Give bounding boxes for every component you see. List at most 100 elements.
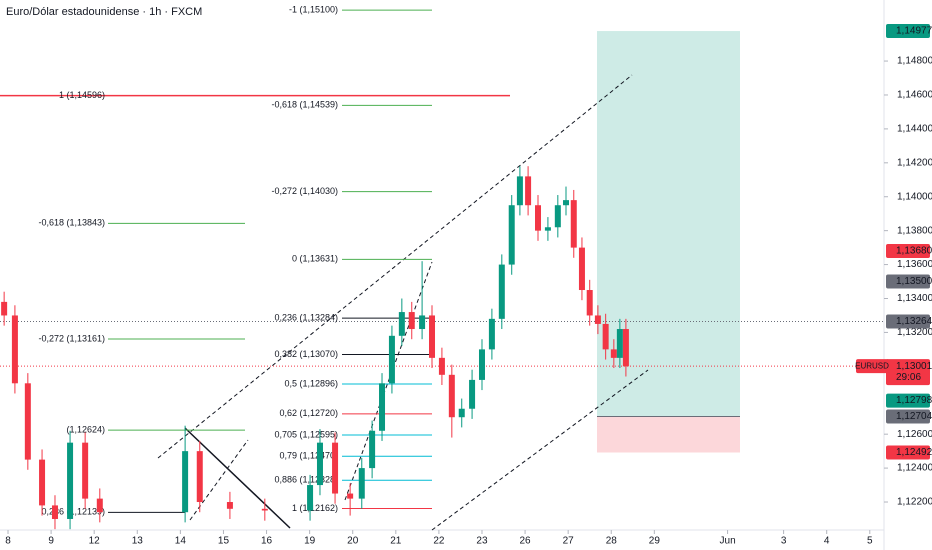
y-tick-label: 1,12200 bbox=[897, 497, 932, 508]
candle-body bbox=[622, 329, 629, 367]
x-tick-label: 13 bbox=[132, 536, 144, 547]
channel-line bbox=[344, 261, 433, 501]
x-tick-label: 3 bbox=[781, 536, 787, 547]
fib-label: -0,618 (1,14539) bbox=[271, 100, 338, 110]
trend-line bbox=[184, 427, 291, 529]
candle-body bbox=[498, 264, 505, 319]
candle-body bbox=[332, 442, 339, 494]
x-tick-label: 27 bbox=[563, 536, 575, 547]
countdown: 29:06 bbox=[896, 372, 921, 383]
candle-body bbox=[544, 227, 551, 231]
price-badge bbox=[886, 359, 930, 386]
take-profit-zone bbox=[597, 31, 740, 417]
candle-body bbox=[488, 318, 495, 350]
fib-label: 0,705 (1,12595) bbox=[274, 429, 338, 439]
fib-label: 0,5 (1,12896) bbox=[284, 378, 338, 388]
candle-body bbox=[448, 374, 455, 418]
candle-body bbox=[594, 315, 601, 324]
y-tick-label: 1,13400 bbox=[897, 293, 932, 304]
candle-body bbox=[11, 315, 18, 384]
candle-body bbox=[82, 442, 89, 499]
candle-body bbox=[398, 312, 405, 336]
candle-body bbox=[586, 290, 593, 316]
candle-body bbox=[316, 442, 323, 486]
x-tick-label: 29 bbox=[649, 536, 661, 547]
x-tick-label: 28 bbox=[606, 536, 618, 547]
price-badge bbox=[886, 445, 930, 460]
x-tick-label: Jun bbox=[720, 536, 736, 547]
x-tick-label: 22 bbox=[433, 536, 445, 547]
candle-body bbox=[602, 323, 609, 350]
candle-body bbox=[196, 451, 203, 503]
candle-body bbox=[67, 442, 74, 519]
x-tick-label: 23 bbox=[476, 536, 488, 547]
x-tick-label: 20 bbox=[347, 536, 359, 547]
candle-body bbox=[570, 200, 577, 248]
x-tick-label: 4 bbox=[824, 536, 830, 547]
fib-label: 1 (1,12162) bbox=[292, 503, 338, 513]
y-tick-label: 1,14600 bbox=[897, 90, 932, 101]
candle-body bbox=[508, 205, 515, 265]
price-badge-label: 1,12798 bbox=[896, 395, 932, 406]
x-tick-label: 9 bbox=[48, 536, 54, 547]
candle-body bbox=[478, 349, 485, 380]
candle-body bbox=[408, 312, 415, 330]
symbol-tag-label: EURUSD bbox=[855, 361, 889, 370]
y-tick-label: 1,14400 bbox=[897, 124, 932, 135]
y-tick-label: 1,12600 bbox=[897, 429, 932, 440]
fib-label: -1 (1,15100) bbox=[289, 5, 338, 15]
candle-body bbox=[379, 383, 386, 431]
x-tick-label: 5 bbox=[867, 536, 873, 547]
chart-title: Euro/Dólar estadounidense · 1h · FXCM bbox=[6, 6, 202, 18]
x-tick-label: 19 bbox=[304, 536, 316, 547]
fib-label: 0,62 (1,12720) bbox=[279, 408, 338, 418]
x-tick-label: 26 bbox=[520, 536, 532, 547]
y-tick-label: 1,13800 bbox=[897, 225, 932, 236]
fib-label: 0,236 (1,13284) bbox=[274, 313, 338, 323]
candle-body bbox=[429, 315, 436, 358]
candle-body bbox=[96, 498, 103, 513]
x-tick-label: 16 bbox=[261, 536, 273, 547]
candle-body bbox=[610, 349, 617, 358]
x-tick-label: 8 bbox=[5, 536, 11, 547]
price-badge bbox=[886, 274, 930, 289]
candle-body bbox=[39, 459, 46, 506]
fib-label: (1,12624) bbox=[66, 424, 105, 434]
candle-body bbox=[388, 335, 395, 384]
x-tick-label: 14 bbox=[175, 536, 187, 547]
y-tick-label: 1,14200 bbox=[897, 157, 932, 168]
fib-label: 0,236 (1,12139) bbox=[41, 507, 105, 517]
candle-body bbox=[438, 357, 445, 375]
candle-body bbox=[261, 508, 268, 511]
stop-loss-zone bbox=[597, 416, 740, 453]
y-tick-label: 1,14000 bbox=[897, 191, 932, 202]
candle-body bbox=[369, 430, 376, 469]
candle-body bbox=[307, 485, 314, 511]
price-badge-label: 1,13001 bbox=[896, 361, 932, 372]
candle-body bbox=[419, 315, 426, 330]
candle-body bbox=[578, 247, 585, 291]
candle-body bbox=[535, 205, 542, 231]
x-tick-label: 12 bbox=[89, 536, 101, 547]
y-tick-label: 1,12400 bbox=[897, 463, 932, 474]
candle-body bbox=[458, 408, 465, 418]
price-badge bbox=[886, 24, 930, 39]
price-badge-label: 1,13500 bbox=[896, 276, 932, 287]
price-badge-label: 1,12704 bbox=[896, 411, 932, 422]
candle-body bbox=[563, 200, 570, 206]
price-badge-label: 1,13680 bbox=[896, 246, 932, 257]
price-badge-label: 1,14977 bbox=[896, 26, 932, 37]
fib-label: 0,382 (1,13070) bbox=[274, 349, 338, 359]
price-badge bbox=[886, 314, 930, 329]
candle-body bbox=[182, 451, 189, 513]
candle-body bbox=[51, 505, 58, 519]
price-badge-label: 1,13264 bbox=[896, 316, 932, 327]
candle-body bbox=[1, 301, 8, 316]
price-badge bbox=[886, 409, 930, 424]
fib-label: -0,618 (1,13843) bbox=[38, 218, 105, 228]
candle-body bbox=[347, 493, 354, 499]
channel-line bbox=[157, 74, 633, 459]
candle-body bbox=[554, 205, 561, 228]
candle-body bbox=[516, 176, 523, 206]
y-tick-label: 1,13600 bbox=[897, 259, 932, 270]
